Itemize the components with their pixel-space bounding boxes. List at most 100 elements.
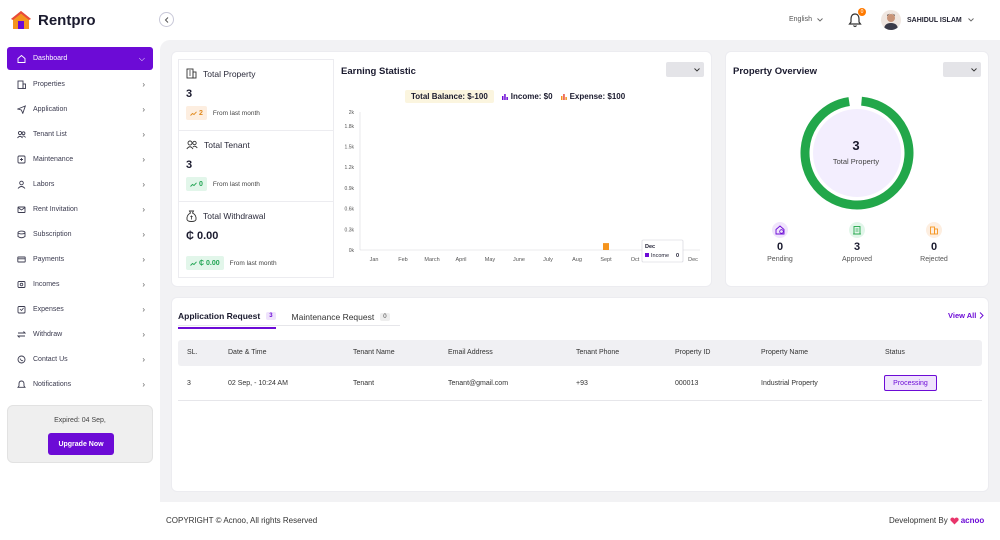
legend-income: Income: $0 [501, 92, 553, 101]
chevron-down-icon [694, 67, 700, 72]
approved-icon [849, 222, 865, 238]
view-all-link[interactable]: View All [948, 311, 985, 320]
subscription-expire-box: Expired: 04 Sep, Upgrade Now [7, 405, 153, 463]
money-bag-icon [186, 210, 197, 222]
chevron-right-icon: › [142, 380, 145, 389]
y-tick-label: 0.9k [345, 186, 355, 192]
tab-count: 0 [380, 313, 390, 321]
total-property-card: Total Property 3 2 From last month [179, 60, 333, 131]
language-select[interactable]: English [789, 16, 823, 23]
donut-ring [800, 96, 914, 210]
withdraw-icon [17, 330, 26, 339]
sidebar-item-application[interactable]: Application › [7, 97, 153, 122]
sidebar-item-payments[interactable]: Payments › [7, 247, 153, 272]
contact-icon [17, 355, 26, 364]
cell-property-id: 000013 [675, 380, 699, 387]
total-tenant-footer: 0 From last month [186, 177, 260, 191]
brand-name: acnoo [960, 516, 985, 525]
pending-icon [772, 222, 788, 238]
y-tick-label: 2k [349, 110, 355, 116]
cell-sl: 3 [187, 380, 191, 387]
cell-phone: +93 [576, 380, 588, 387]
chevron-right-icon: › [142, 230, 145, 239]
status-badge[interactable]: Processing [884, 375, 937, 391]
users-icon [186, 140, 198, 150]
upgrade-now-button[interactable]: Upgrade Now [48, 433, 114, 455]
chevron-down-icon [971, 67, 977, 72]
approved-stat: 3 Approved [827, 222, 887, 263]
table-row[interactable]: 3 02 Sep, - 10:24 AM Tenant Tenant@gmail… [178, 368, 982, 401]
sidebar-item-withdraw[interactable]: Withdraw › [7, 322, 153, 347]
chart-bars [603, 243, 609, 250]
sidebar-item-expenses[interactable]: Expenses › [7, 297, 153, 322]
user-menu[interactable]: SAHIDUL ISLAM [881, 8, 974, 32]
income-icon [17, 280, 26, 289]
sidebar-item-properties[interactable]: Properties › [7, 72, 153, 97]
tooltip-income-swatch [645, 253, 649, 257]
x-tick-label: Sept [600, 257, 612, 263]
chevron-right-icon: › [142, 330, 145, 339]
house-logo-icon [11, 11, 31, 29]
sidebar-item-label: Maintenance [33, 156, 74, 163]
sidebar-item-maintenance[interactable]: Maintenance › [7, 147, 153, 172]
y-tick-label: 0k [349, 248, 355, 254]
tab-maintenance-request[interactable]: Maintenance Request 0 [292, 310, 390, 328]
sidebar-item-incomes[interactable]: Incomes › [7, 272, 153, 297]
copyright-text: COPYRIGHT © Acnoo, All rights Reserved [166, 516, 318, 525]
chevron-right-icon: › [142, 205, 145, 214]
x-tick-label: March [424, 257, 439, 263]
developer-credit[interactable]: Development By acnoo [889, 516, 984, 525]
footer-text: From last month [212, 109, 260, 117]
chevron-down-icon: ⌵ [138, 53, 145, 63]
income-text: Income: $0 [510, 92, 553, 101]
avatar [881, 10, 901, 30]
chevron-right-icon: › [142, 355, 145, 364]
total-balance: Total Balance: $-100 [405, 90, 494, 103]
expired-text: Expired: 04 Sep, [54, 417, 106, 424]
footer-text: From last month [229, 259, 277, 267]
overview-period-select[interactable] [943, 62, 981, 77]
sidebar-collapse-button[interactable] [159, 12, 174, 27]
sidebar-item-labors[interactable]: Labors › [7, 172, 153, 197]
sidebar-item-label: Payments [33, 256, 65, 263]
pending-value: 0 [776, 241, 784, 253]
total-property-count: 3 [852, 138, 860, 153]
chart-tooltip: Dec Income 0 [641, 239, 684, 263]
tab-application-request[interactable]: Application Request 3 [178, 309, 276, 329]
developed-by-text: Development By [889, 516, 948, 525]
footer-text: From last month [212, 180, 260, 188]
chevron-right-icon: › [142, 255, 145, 264]
total-withdrawal-card: Total Withdrawal ₵ 0.00 ₵ 0.00 From last… [179, 202, 333, 278]
user-name: SAHIDUL ISLAM [907, 16, 962, 24]
sidebar-item-rent-invitation[interactable]: Rent Invitation › [7, 197, 153, 222]
pending-stat: 0 Pending [750, 222, 810, 263]
chevron-right-icon: › [142, 130, 145, 139]
column-header: Property ID [675, 349, 711, 356]
total-tenant-title: Total Tenant [204, 139, 250, 150]
rejected-icon [926, 222, 942, 238]
chevron-right-icon: › [142, 80, 145, 89]
sidebar-item-contact-us[interactable]: Contact Us › [7, 347, 153, 372]
sidebar-item-dashboard[interactable]: Dashboard ⌵ [7, 47, 153, 70]
expense-text: Expense: $100 [569, 92, 626, 101]
app-name: Rentpro [38, 11, 96, 29]
total-property-title: Total Property [203, 68, 256, 79]
rejected-stat: 0 Rejected [904, 222, 964, 263]
y-tick-label: 1.2k [345, 165, 355, 171]
total-property-footer: 2 From last month [186, 106, 260, 120]
app-logo[interactable]: Rentpro [10, 10, 96, 30]
sidebar-item-subscription[interactable]: Subscription › [7, 222, 153, 247]
total-withdrawal-footer: ₵ 0.00 From last month [186, 256, 277, 270]
sidebar-item-notifications[interactable]: Notifications › [7, 372, 153, 397]
y-tick-label: 1.8k [345, 124, 355, 130]
bar-expense-sept[interactable] [603, 243, 609, 250]
change-value: ₵ 0.00 [199, 259, 220, 267]
change-badge: 0 [186, 177, 207, 191]
notification-bell-button[interactable] [848, 12, 862, 28]
tab-label: Maintenance Request [291, 312, 375, 322]
bar-chart-icon [501, 93, 508, 100]
sidebar-item-tenant-list[interactable]: Tenant List › [7, 122, 153, 147]
column-header: Status [885, 349, 905, 356]
expense-icon [17, 305, 26, 314]
earning-period-select[interactable] [666, 62, 704, 77]
